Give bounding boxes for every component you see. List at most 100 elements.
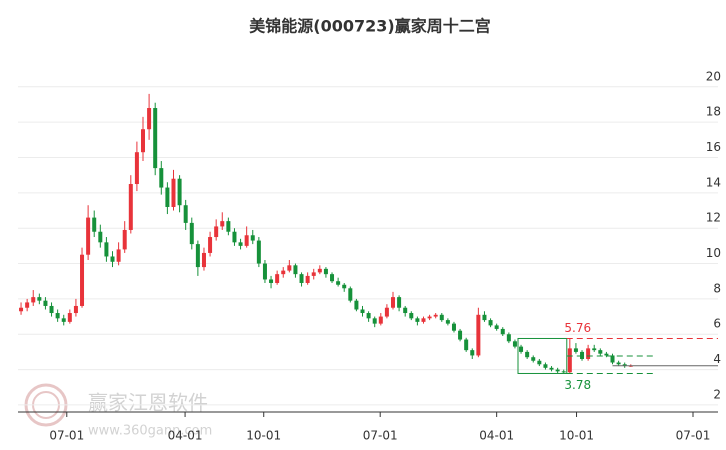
candle-body — [549, 367, 554, 370]
candle-body — [506, 334, 511, 342]
candle-body — [49, 305, 54, 314]
candle-body — [67, 313, 72, 322]
y-tick-label: 12 — [706, 211, 721, 225]
candle-body — [43, 300, 48, 306]
candle-body — [409, 313, 414, 319]
watermark-url: www.360gann.com — [88, 424, 212, 439]
candle-body — [269, 279, 274, 283]
candle-body — [488, 320, 493, 326]
candle-body — [37, 297, 42, 301]
candle-body — [256, 240, 261, 264]
candle-body — [220, 221, 225, 227]
candle-body — [238, 242, 243, 246]
candle-body — [573, 348, 578, 352]
candle-body — [616, 362, 621, 365]
candle-body — [92, 217, 97, 232]
candle-body — [403, 307, 408, 314]
candle-body — [555, 369, 560, 372]
candle-body — [281, 270, 286, 275]
candle-body — [384, 307, 389, 317]
candle-body — [208, 237, 213, 253]
candle-body — [531, 357, 536, 361]
candle-body — [299, 274, 304, 283]
candle-body — [433, 314, 438, 317]
candle-body — [116, 249, 121, 262]
candle-body — [287, 265, 292, 271]
candle-body — [464, 339, 469, 351]
candle-body — [250, 235, 255, 241]
candle-body — [482, 314, 487, 321]
candle-body — [598, 350, 603, 354]
candle-body — [622, 364, 627, 367]
candle-body — [500, 328, 505, 335]
x-tick-label: 10-01 — [559, 429, 594, 443]
candle-body — [98, 231, 103, 243]
candle-body — [141, 129, 145, 153]
candle-body — [73, 305, 78, 314]
candle-body — [159, 168, 164, 188]
x-tick-label: 04-01 — [479, 429, 514, 443]
candle-body — [183, 205, 188, 223]
candle-body — [110, 256, 115, 262]
candle-body — [86, 217, 91, 255]
candle-body — [360, 309, 365, 314]
candle-body — [232, 231, 237, 243]
candle-body — [134, 152, 139, 185]
candle-body — [470, 350, 475, 356]
y-tick-label: 20 — [706, 69, 721, 83]
watermark: 赢家江恩软件 www.360gann.com — [24, 383, 212, 439]
candle-body — [244, 235, 249, 246]
candle-body — [476, 314, 481, 356]
candle-body — [342, 284, 347, 289]
candle-body — [80, 254, 85, 306]
candle-body — [336, 281, 341, 285]
y-tick-label: 14 — [706, 175, 721, 189]
candle-body — [262, 263, 267, 280]
candle-body — [372, 318, 377, 324]
candle-body — [537, 360, 542, 365]
candle-body — [604, 353, 609, 356]
candle-body — [275, 274, 280, 283]
candle-body — [165, 187, 170, 207]
candle-body — [494, 325, 499, 329]
y-tick-label: 16 — [706, 140, 721, 154]
candle-body — [153, 108, 158, 169]
candle-body — [567, 348, 572, 373]
x-tick-label: 07-01 — [49, 429, 84, 443]
candle-body — [25, 302, 30, 308]
candle-body — [122, 229, 127, 250]
candle-body — [330, 274, 335, 282]
candle-body — [61, 318, 66, 322]
x-tick-label: 07-01 — [363, 429, 398, 443]
candle-body — [31, 297, 36, 303]
candle-body — [378, 316, 383, 324]
x-tick-label: 07-01 — [676, 429, 711, 443]
high-label: 5.76 — [564, 321, 591, 335]
chart-title: 美锦能源(000723)赢家周十二宫 — [249, 17, 490, 36]
candle-body — [610, 355, 615, 363]
candle-body — [293, 265, 298, 275]
candle-body — [421, 318, 426, 322]
candle-body — [214, 226, 219, 238]
low-label: 3.78 — [564, 378, 591, 392]
candle-body — [147, 108, 152, 130]
candle-body — [348, 288, 353, 301]
candle-body — [226, 221, 231, 232]
y-tick-label: 18 — [706, 105, 721, 119]
candle-body — [397, 297, 402, 308]
candle-body — [195, 244, 200, 268]
candle-body — [171, 178, 176, 207]
y-tick-label: 4 — [713, 352, 721, 366]
candle-body — [305, 275, 310, 283]
x-tick-label: 10-01 — [246, 429, 281, 443]
candle-body — [323, 268, 328, 275]
candle-body — [580, 351, 585, 359]
candle-body — [317, 268, 322, 273]
candle-body — [458, 330, 463, 340]
candle-body — [391, 297, 395, 308]
watermark-name: 赢家江恩软件 — [88, 391, 208, 415]
candle-body — [55, 313, 60, 319]
candle-body — [415, 318, 420, 322]
candle-body — [543, 364, 548, 368]
